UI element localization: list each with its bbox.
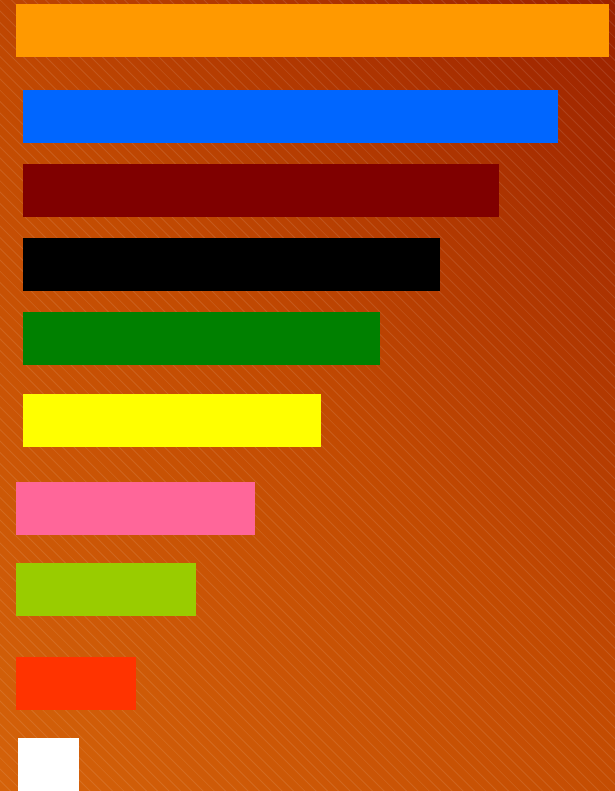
bar-red [16,657,136,710]
bar-green [23,312,380,365]
bar-orange [16,4,609,57]
bar-white [18,738,79,791]
bar-yellowgreen [16,563,196,616]
bar-pink [16,482,255,535]
bar-yellow [23,394,321,447]
bar-blue [23,90,558,143]
bar-black [23,238,440,291]
bar-maroon [23,164,499,217]
